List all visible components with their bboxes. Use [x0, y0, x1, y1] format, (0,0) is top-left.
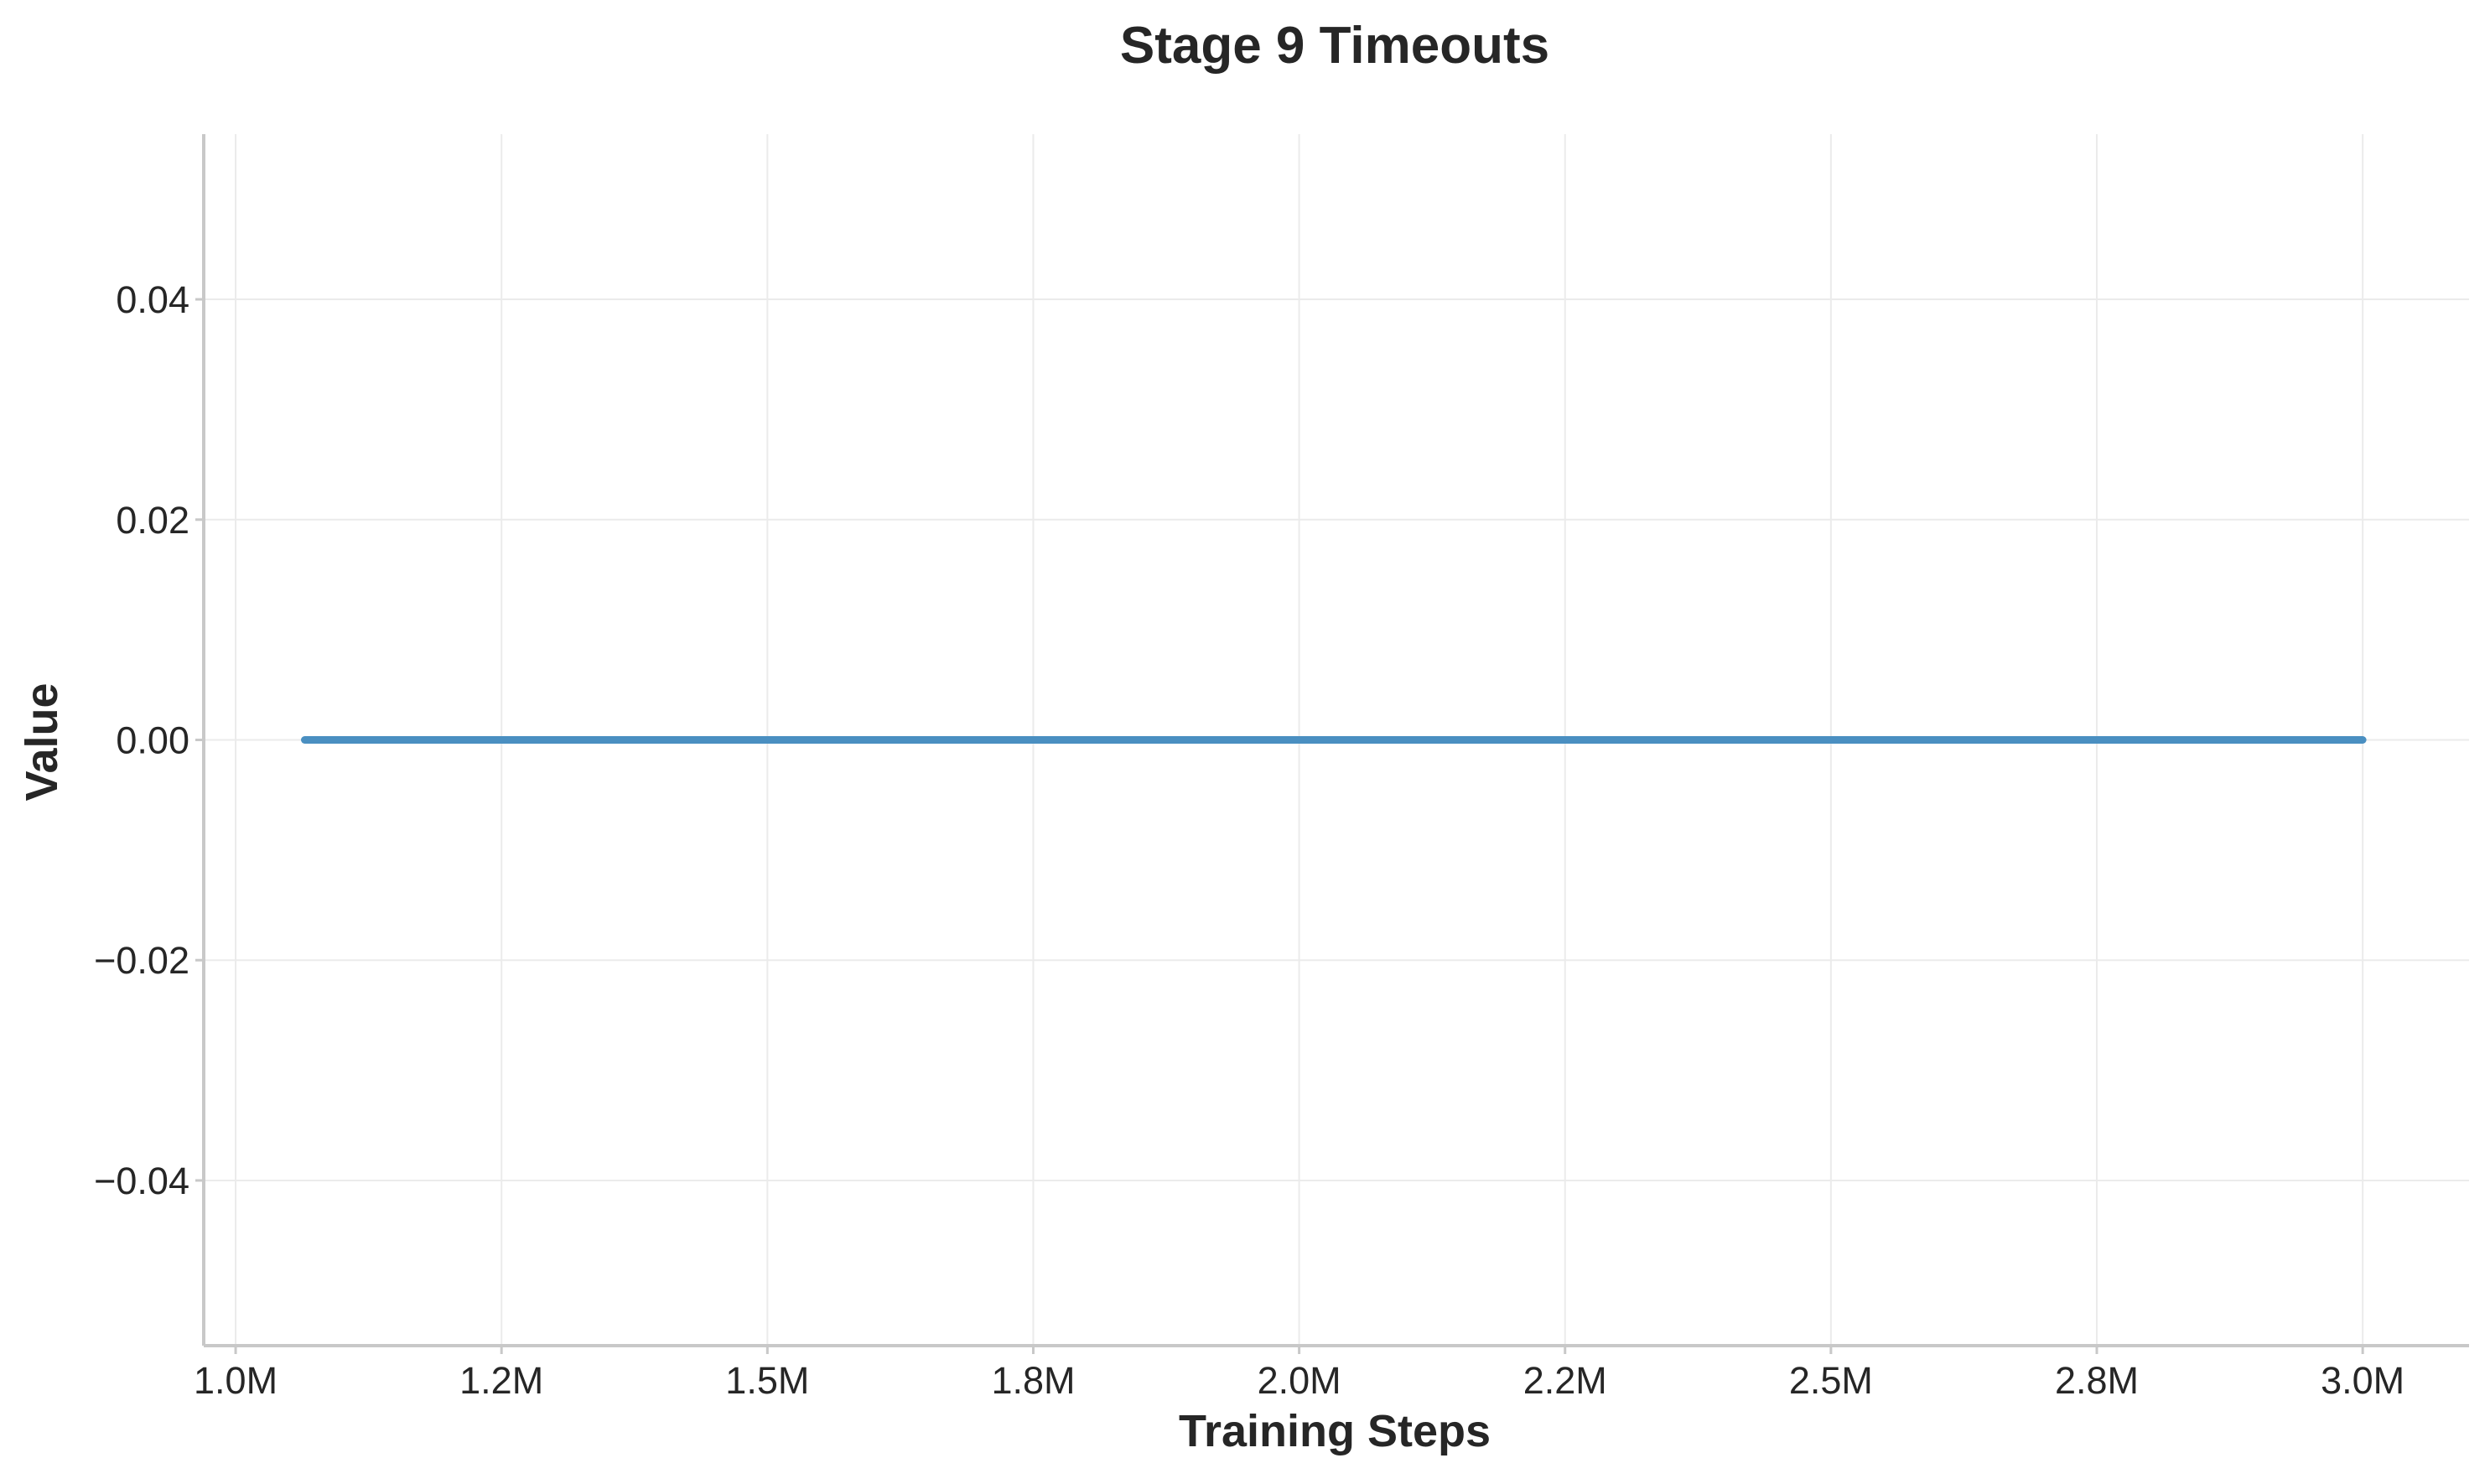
x-tick-label: 1.0M [194, 1359, 278, 1402]
x-tick-label: 2.8M [2055, 1359, 2139, 1402]
x-tick-label: 1.2M [459, 1359, 543, 1402]
ticks-layer: 1.0M 1.2M 1.5M 1.8M 2.0M 2.2M 2.5M 2.8M 3.0M 0.04… [94, 278, 2404, 1402]
y-tick-label: 0.00 [116, 719, 189, 762]
x-tick-label: 3.0M [2321, 1359, 2404, 1402]
y-axis-label: Value [17, 682, 67, 801]
chart-title: Stage 9 Timeouts [1120, 17, 1549, 75]
x-tick-label: 2.2M [1523, 1359, 1607, 1402]
x-tick-label: 1.5M [725, 1359, 809, 1402]
y-tick-label: −0.02 [94, 939, 189, 982]
x-tick-label: 2.0M [1258, 1359, 1341, 1402]
y-tick-label: 0.02 [116, 499, 189, 542]
x-tick-label: 2.5M [1789, 1359, 1873, 1402]
y-tick-label: 0.04 [116, 278, 189, 321]
y-tick-label: −0.04 [94, 1160, 189, 1202]
x-tick-label: 1.8M [991, 1359, 1075, 1402]
x-axis-label: Training Steps [1179, 1406, 1491, 1456]
